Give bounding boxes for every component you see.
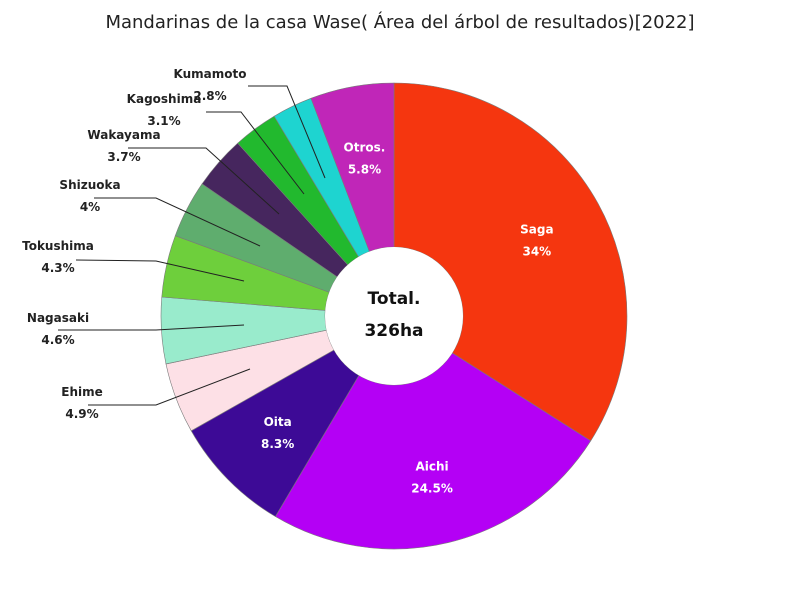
slice-value-tokushima: 4.3% (41, 261, 74, 275)
leader-line-wakayama (128, 147, 280, 215)
center-label-total: 326ha (364, 321, 423, 341)
slice-label-nagasaki: Nagasaki (27, 311, 89, 325)
slice-value-shizuoka: 4% (80, 200, 100, 214)
center-label-title: Total. (368, 289, 421, 309)
slice-value-saga: 34% (522, 244, 551, 258)
slice-value-otros: 5.8% (348, 163, 381, 177)
slice-value-aichi: 24.5% (411, 481, 453, 495)
donut-hole (325, 247, 463, 385)
slice-label-aichi: Aichi (415, 459, 448, 473)
leader-line-shizuoka (94, 197, 261, 247)
leader-line-tokushima (75, 259, 245, 282)
slice-value-oita: 8.3% (261, 437, 294, 451)
slice-value-wakayama: 3.7% (107, 150, 140, 164)
leader-line-ehime (88, 368, 251, 406)
slice-value-kumamoto: 2.8% (193, 89, 226, 103)
slice-value-nagasaki: 4.6% (41, 333, 74, 347)
slice-label-shizuoka: Shizuoka (59, 178, 120, 192)
slice-value-ehime: 4.9% (65, 407, 98, 421)
slice-label-kumamoto: Kumamoto (174, 67, 247, 81)
slice-value-kagoshima: 3.1% (147, 114, 180, 128)
slice-label-kagoshima: Kagoshima (127, 92, 202, 106)
slice-label-saga: Saga (520, 222, 553, 236)
leader-line-nagasaki (58, 324, 245, 331)
slice-label-tokushima: Tokushima (22, 239, 94, 253)
slice-label-ehime: Ehime (61, 385, 103, 399)
slice-label-wakayama: Wakayama (87, 128, 160, 142)
slice-label-oita: Oita (264, 415, 292, 429)
leader-line-kumamoto (248, 85, 326, 179)
slice-label-otros: Otros. (344, 141, 386, 155)
chart-title: Mandarinas de la casa Wase( Área del árb… (105, 12, 695, 33)
leader-line-kagoshima (206, 111, 305, 195)
